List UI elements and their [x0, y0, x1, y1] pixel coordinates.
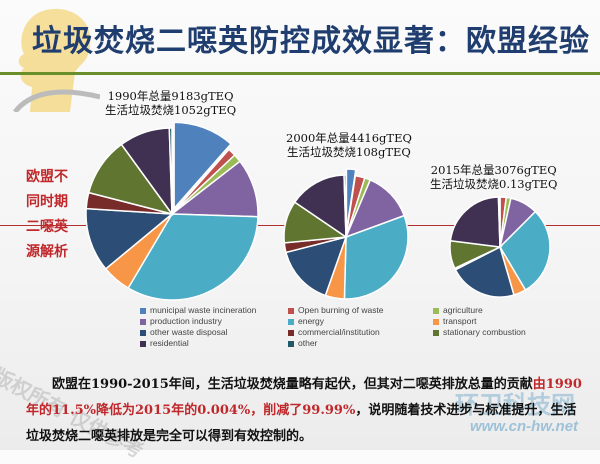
legend-item: commercial/institution: [288, 327, 433, 337]
legend-item: other: [288, 338, 433, 348]
legend-item: agriculture: [433, 305, 583, 315]
legend-label: municipal waste incineration: [150, 305, 256, 315]
legend-swatch: [288, 330, 294, 336]
legend-swatch: [433, 308, 439, 314]
legend-item: Open burning of waste: [288, 305, 433, 315]
legend-label: transport: [443, 316, 477, 326]
legend-swatch: [288, 308, 294, 314]
legend-label: agriculture: [443, 305, 483, 315]
legend-swatch: [140, 308, 146, 314]
legend-label: stationary combustion: [443, 327, 526, 337]
legend-swatch: [140, 341, 146, 347]
legend-label: energy: [298, 316, 324, 326]
summary-paragraph: 欧盟在1990-2015年间，生活垃圾焚烧量略有起伏，但其对二噁英排放总量的贡献…: [26, 372, 586, 450]
legend-label: residential: [150, 338, 189, 348]
legend-label: other waste disposal: [150, 327, 228, 337]
legend-swatch: [433, 319, 439, 325]
chart-legend: municipal waste incineration Open burning…: [140, 305, 590, 348]
legend-item: municipal waste incineration: [140, 305, 288, 315]
legend-label: other: [298, 338, 317, 348]
legend-label: commercial/institution: [298, 327, 380, 337]
paragraph-text: 欧盟在1990-2015年间，生活垃圾焚烧量略有起伏，但其对二噁英排放总量的贡献: [52, 377, 533, 392]
legend-swatch: [140, 319, 146, 325]
legend-item: production industry: [140, 316, 288, 326]
legend-item: other waste disposal: [140, 327, 288, 337]
legend-item: energy: [288, 316, 433, 326]
legend-swatch: [288, 319, 294, 325]
legend-swatch: [288, 341, 294, 347]
pie-slice-residential: [450, 197, 500, 247]
legend-label: production industry: [150, 316, 222, 326]
legend-item: stationary combustion: [433, 327, 583, 337]
legend-item: residential: [140, 338, 288, 348]
legend-swatch: [433, 330, 439, 336]
legend-label: Open burning of waste: [298, 305, 384, 315]
legend-swatch: [140, 330, 146, 336]
legend-item: transport: [433, 316, 583, 326]
